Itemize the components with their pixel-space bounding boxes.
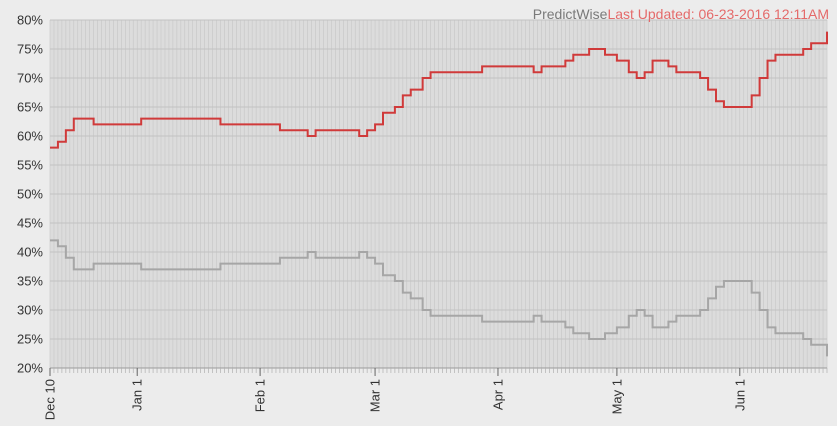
y-tick-label: 75% <box>17 42 43 57</box>
y-tick-label: 25% <box>17 332 43 347</box>
last-updated-label: Last Updated: 06-23-2016 12:11AM <box>607 6 829 22</box>
y-tick-label: 20% <box>17 361 43 376</box>
y-tick-label: 45% <box>17 216 43 231</box>
x-tick-label: Jan 1 <box>130 379 145 411</box>
brand-label: PredictWise <box>532 6 608 22</box>
x-tick-label: May 1 <box>609 379 624 414</box>
y-tick-label: 55% <box>17 158 43 173</box>
y-tick-label: 35% <box>17 274 43 289</box>
y-tick-label: 60% <box>17 129 43 144</box>
x-tick-label: Apr 1 <box>490 379 505 410</box>
x-tick-label: Jun 1 <box>732 379 747 411</box>
y-tick-label: 65% <box>17 100 43 115</box>
series-line-red <box>50 31 828 149</box>
chart-header: PredictWiseLast Updated: 06-23-2016 12:1… <box>533 6 829 22</box>
y-tick-label: 30% <box>17 303 43 318</box>
x-tick-label: Feb 1 <box>253 379 268 412</box>
y-tick-label: 40% <box>17 245 43 260</box>
x-axis-minor-ticks <box>49 368 828 373</box>
series-line-gray <box>50 239 828 357</box>
y-tick-label: 50% <box>17 187 43 202</box>
y-tick-label: 80% <box>17 13 43 28</box>
y-tick-label: 70% <box>17 71 43 86</box>
x-tick-label: Dec 10 <box>43 379 58 420</box>
x-tick-label: Mar 1 <box>368 379 383 412</box>
